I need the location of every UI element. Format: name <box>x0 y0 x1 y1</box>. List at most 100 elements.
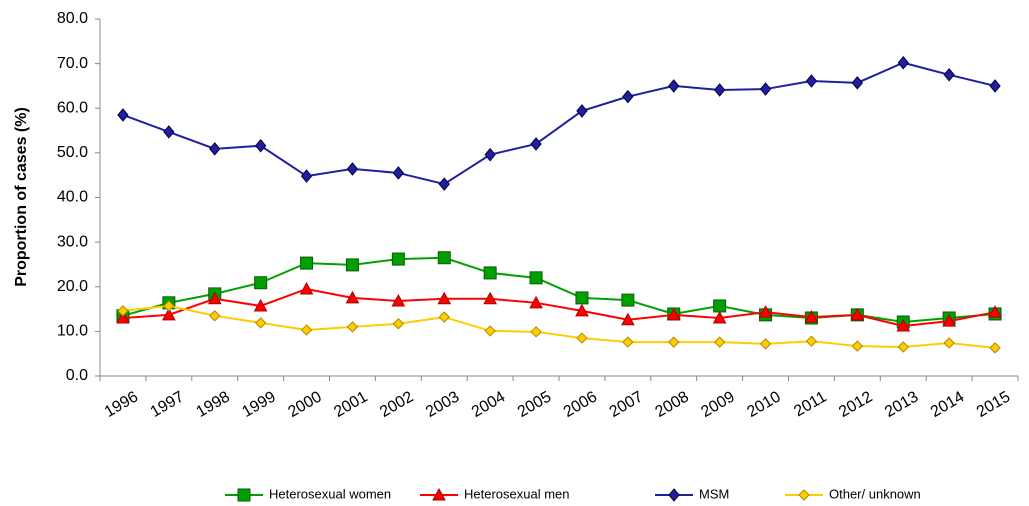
y-tick-label: 50.0 <box>57 144 88 161</box>
marker <box>483 266 497 280</box>
marker <box>392 318 405 330</box>
y-tick-label: 80.0 <box>57 10 88 27</box>
x-tick-label: 2014 <box>928 388 967 421</box>
marker <box>850 307 865 321</box>
marker <box>989 79 1001 93</box>
marker <box>575 291 589 305</box>
line <box>122 287 996 328</box>
marker <box>207 291 222 305</box>
marker <box>576 104 588 118</box>
marker <box>391 293 406 307</box>
y-tick-label: 20.0 <box>57 278 88 295</box>
marker <box>943 337 955 349</box>
marker <box>254 138 267 153</box>
marker <box>391 252 405 266</box>
line <box>122 304 996 349</box>
x-tick-label: 2000 <box>285 388 324 421</box>
marker <box>758 305 773 318</box>
y-tick-label: 10.0 <box>57 323 88 340</box>
legend-label: Heterosexual men <box>464 486 570 501</box>
x-tick-label: 1997 <box>148 388 187 421</box>
marker <box>254 276 268 290</box>
marker <box>117 108 129 122</box>
marker <box>621 293 635 307</box>
marker <box>300 256 314 270</box>
marker <box>437 291 452 305</box>
marker <box>897 55 909 70</box>
marker <box>668 79 680 93</box>
x-tick-label: 2013 <box>882 388 921 421</box>
line <box>122 61 996 186</box>
marker <box>989 342 1001 354</box>
marker <box>483 291 497 305</box>
legend-marker <box>668 488 680 502</box>
marker <box>299 281 314 295</box>
x-tick-label: 2004 <box>469 388 508 421</box>
marker <box>254 317 267 329</box>
marker <box>712 310 727 324</box>
x-tick-label: 2012 <box>836 388 875 421</box>
x-tick-label: 2008 <box>653 388 692 421</box>
marker <box>530 326 542 338</box>
marker <box>805 74 818 88</box>
marker <box>162 307 176 321</box>
marker <box>713 336 726 348</box>
marker <box>896 318 911 332</box>
marker <box>484 325 496 337</box>
y-tick-label: 0.0 <box>66 367 88 384</box>
marker <box>117 305 129 317</box>
marker <box>804 310 819 323</box>
marker <box>437 251 451 265</box>
marker <box>666 307 681 321</box>
marker <box>300 169 313 183</box>
marker <box>484 147 496 162</box>
legend-label: Heterosexual women <box>269 486 391 501</box>
x-tick-label: 1996 <box>102 388 141 421</box>
y-tick-label: 70.0 <box>57 55 88 72</box>
marker <box>300 324 313 336</box>
marker <box>346 321 359 333</box>
legend-label: MSM <box>699 486 729 501</box>
marker <box>529 271 543 285</box>
marker <box>805 335 818 347</box>
marker <box>988 305 1002 318</box>
marker <box>668 336 680 348</box>
marker <box>345 290 360 304</box>
marker <box>209 310 221 322</box>
legend-marker <box>432 487 446 501</box>
marker <box>759 82 772 96</box>
marker <box>713 83 726 97</box>
line <box>122 256 996 324</box>
legend-marker <box>237 488 251 502</box>
x-tick-label: 2015 <box>974 388 1013 421</box>
marker <box>163 300 175 312</box>
marker <box>116 310 130 324</box>
x-tick-label: 2011 <box>791 388 829 420</box>
marker <box>897 341 909 353</box>
marker <box>576 332 588 344</box>
marker <box>163 125 175 139</box>
marker <box>209 142 221 156</box>
x-tick-label: 2001 <box>331 388 370 421</box>
marker <box>851 340 864 352</box>
x-tick-label: 1999 <box>239 388 278 421</box>
marker <box>438 311 450 323</box>
marker <box>253 298 268 312</box>
legend-marker <box>798 489 810 501</box>
marker <box>851 76 864 90</box>
x-tick-label: 2002 <box>377 388 416 421</box>
y-tick-label: 30.0 <box>57 233 88 250</box>
marker <box>346 162 359 176</box>
x-tick-label: 1998 <box>194 388 233 421</box>
marker <box>759 338 772 350</box>
x-tick-label: 2010 <box>744 388 783 421</box>
marker <box>942 314 956 327</box>
marker <box>622 336 634 348</box>
y-tick-label: 60.0 <box>57 99 88 116</box>
marker <box>345 258 359 272</box>
marker <box>530 137 542 151</box>
y-axis-label: Proportion of cases (%) <box>13 107 30 287</box>
marker <box>713 299 727 313</box>
legend-label: Other/ unknown <box>829 486 921 501</box>
